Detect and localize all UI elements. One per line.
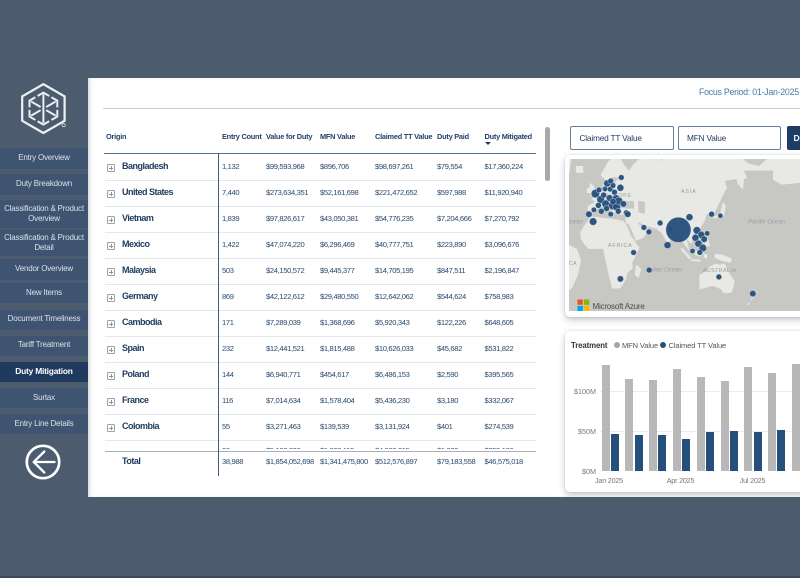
svg-text:Ocean: Ocean [569,219,583,225]
svg-text:ASIA: ASIA [681,189,696,195]
svg-text:Indian Ocean: Indian Ocean [646,267,682,273]
svg-text:AUSTRALIA: AUSTRALIA [703,268,736,274]
svg-text:AFRICA: AFRICA [608,243,633,249]
svg-text:Microsoft Azure: Microsoft Azure [592,302,645,311]
svg-text:Pacific Ocean: Pacific Ocean [748,219,786,225]
svg-text:AMERICA: AMERICA [569,261,577,267]
